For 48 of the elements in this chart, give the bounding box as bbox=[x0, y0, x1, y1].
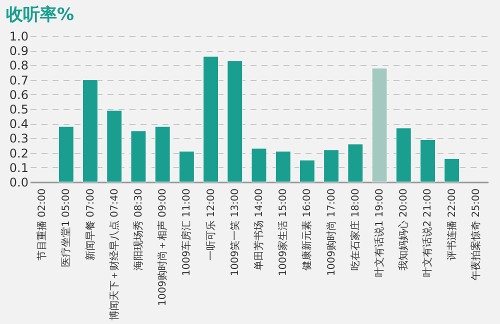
y-tick-label: 0.5 bbox=[9, 102, 28, 116]
bar bbox=[178, 151, 194, 182]
chart-title: 收听率% bbox=[6, 5, 74, 25]
x-tick-label: 1009车房汇 11:00 bbox=[180, 188, 193, 276]
y-tick-label: 0.4 bbox=[9, 117, 28, 132]
x-tick-label: 博闻天下＋财经早八点 07:40 bbox=[108, 188, 120, 320]
bar bbox=[275, 151, 291, 182]
x-tick-label: 单田芳书场 14:00 bbox=[253, 188, 265, 270]
x-tick-label: 1009家生活 15:00 bbox=[277, 188, 290, 276]
bar bbox=[130, 130, 146, 182]
bar bbox=[203, 56, 219, 182]
y-tick-label: 0.7 bbox=[9, 73, 28, 88]
bar bbox=[106, 110, 122, 182]
bar bbox=[420, 139, 436, 182]
y-tick-label: 0.9 bbox=[9, 44, 28, 58]
x-tick-label: 1009购时尚＋相声 09:00 bbox=[156, 188, 169, 306]
bar bbox=[154, 126, 170, 182]
x-tick-label: 医疗坐堂1 05:00 bbox=[60, 188, 72, 267]
bar bbox=[227, 60, 243, 182]
x-tick-label: 健康新元素 16:00 bbox=[301, 188, 314, 270]
bar bbox=[372, 68, 388, 182]
y-tick-label: 0.8 bbox=[9, 58, 28, 73]
y-tick-label: 0.1 bbox=[9, 160, 28, 175]
x-tick-label: 叶文有话说2 21:00 bbox=[422, 188, 434, 277]
bar bbox=[444, 158, 460, 182]
x-tick-label: 节目重播 02:00 bbox=[36, 188, 48, 260]
bar bbox=[396, 128, 412, 182]
x-tick-label: 叶文有话说1 19:00 bbox=[374, 188, 386, 277]
y-tick-label: 1.0 bbox=[9, 30, 28, 44]
bar bbox=[251, 148, 267, 182]
bar bbox=[299, 160, 315, 182]
x-tick-label: 1009购时尚 17:00 bbox=[325, 188, 338, 276]
bar bbox=[58, 126, 74, 182]
bar bbox=[348, 144, 364, 182]
x-tick-label: 我知妈妈心 20:00 bbox=[398, 188, 410, 270]
y-tick-label: 0.3 bbox=[9, 132, 28, 146]
y-tick-label: 0.6 bbox=[9, 88, 28, 102]
bar bbox=[82, 80, 98, 182]
y-tick-label: 0.0 bbox=[9, 176, 28, 190]
x-tick-label: 新闻早餐 07:00 bbox=[84, 188, 96, 260]
x-tick-label: 海阳现场秀 08:30 bbox=[132, 188, 144, 270]
x-tick-label: 一听可乐 12:00 bbox=[204, 188, 217, 260]
y-tick-label: 0.2 bbox=[9, 146, 28, 160]
x-tick-label: 评书连播 22:00 bbox=[446, 188, 458, 260]
x-tick-label: 吃在石家庄 18:00 bbox=[349, 188, 362, 270]
x-tick-label: 午夜拍案惊奇 25:00 bbox=[470, 188, 482, 280]
bar bbox=[324, 150, 340, 182]
x-tick-label: 1009笑一笑 13:00 bbox=[228, 188, 241, 276]
